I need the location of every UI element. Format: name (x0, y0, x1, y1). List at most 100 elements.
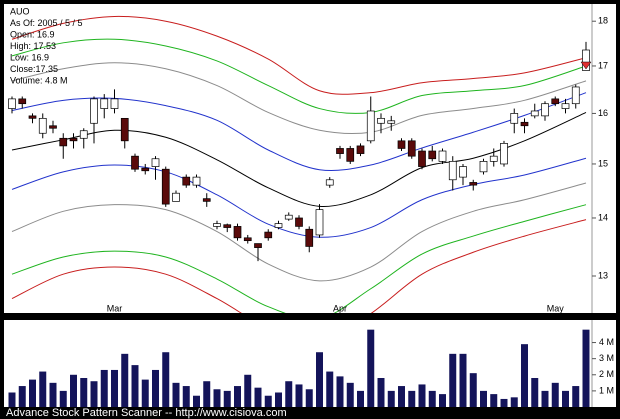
candle-body (131, 155, 139, 170)
volume-bar (551, 382, 559, 407)
candle-body (387, 120, 396, 124)
candle-body (428, 150, 437, 160)
volume-bar (49, 382, 57, 407)
price-panel (4, 4, 616, 313)
candle-body (59, 137, 68, 147)
volume-bar (387, 390, 395, 407)
candle-body (90, 98, 98, 124)
volume-bar (408, 390, 416, 407)
volume-bar (285, 381, 293, 407)
volume-bar (90, 381, 98, 407)
candle-body (49, 125, 57, 129)
volume-bar (152, 369, 159, 407)
volume-bar (326, 371, 334, 407)
candle-body (213, 223, 221, 227)
volume-bar (480, 390, 487, 407)
band-line (11, 111, 587, 207)
candle-body (459, 166, 467, 178)
volume-tick-label: 4 M (599, 337, 614, 347)
candle-body (192, 176, 201, 186)
volume-bar (131, 365, 139, 407)
y-tick-label: 14 (598, 212, 608, 222)
candle-body (110, 98, 119, 109)
candle-body (510, 113, 519, 124)
x-tick-label: May (547, 303, 565, 313)
volume-bar (80, 378, 88, 407)
candle-body (571, 86, 580, 105)
volume-bar (346, 382, 354, 407)
volume-bar (39, 371, 47, 407)
candles (8, 41, 590, 262)
band-line (11, 204, 587, 313)
volume-bar (469, 373, 477, 407)
volume-bar (162, 352, 170, 407)
candle-body (530, 110, 539, 117)
volume-bar (18, 386, 26, 407)
volume-bar (172, 382, 180, 407)
candle-body (541, 103, 549, 117)
volume-bar (254, 387, 262, 407)
candle-body (120, 117, 129, 142)
volume-bar (336, 376, 344, 407)
candle-body (254, 243, 262, 248)
volume-bar (510, 397, 518, 407)
candle-body (172, 192, 180, 202)
info-line: AUO (10, 6, 30, 16)
candle-body (295, 217, 303, 227)
candle-body (346, 148, 355, 162)
volume-tick-label: 2 M (599, 369, 614, 379)
candle-body (520, 121, 529, 127)
volume-bar (500, 398, 508, 407)
candle-body (336, 148, 344, 154)
volume-bar (121, 353, 129, 407)
y-tick-label: 18 (598, 16, 608, 26)
volume-bar (418, 384, 426, 407)
info-line: Close:17.35 (10, 64, 58, 74)
info-line: As Of: 2005 / 5 / 5 (10, 18, 83, 28)
volume-tick-label: 3 M (599, 353, 614, 363)
candle-body (202, 198, 211, 202)
volume-bar (70, 374, 77, 407)
volume-bar (377, 378, 385, 407)
candle-body (418, 150, 426, 167)
volume-bar (305, 389, 313, 407)
bands (11, 15, 587, 313)
candle-body (561, 103, 570, 109)
candle-body (500, 143, 508, 165)
candle-body (233, 226, 242, 239)
candle-body (469, 182, 478, 186)
candle-body (69, 137, 78, 142)
volume-bar (572, 386, 580, 407)
candle-body (407, 140, 416, 157)
candle-body (79, 130, 88, 139)
volume-bar (316, 352, 323, 407)
candle-body (377, 117, 385, 124)
info-line: Low: 16.9 (10, 52, 49, 62)
candle-body (161, 168, 170, 205)
info-line: Open: 16.9 (10, 29, 55, 39)
y-tick-label: 13 (598, 270, 608, 280)
volume-bar (29, 379, 36, 407)
volume-bar (531, 378, 539, 407)
volume-tick-label: 1 M (599, 385, 614, 395)
candle-body (551, 98, 560, 105)
candle-body (243, 237, 252, 242)
volume-bar (521, 344, 528, 407)
candle-body (479, 161, 488, 173)
y-tick-label: 16 (598, 108, 608, 118)
volume-bar (213, 389, 221, 407)
candle-body (315, 209, 324, 236)
candle-body (264, 231, 273, 239)
candle-body (438, 150, 447, 162)
volume-bar (244, 374, 252, 407)
volume-bar (562, 390, 569, 407)
band-line (11, 219, 587, 313)
volume-bar (182, 386, 190, 407)
candle-body (489, 155, 498, 162)
candle-body (397, 140, 406, 149)
volume-bar (357, 390, 364, 407)
volume-bar (295, 384, 303, 407)
candle-body (8, 98, 16, 109)
